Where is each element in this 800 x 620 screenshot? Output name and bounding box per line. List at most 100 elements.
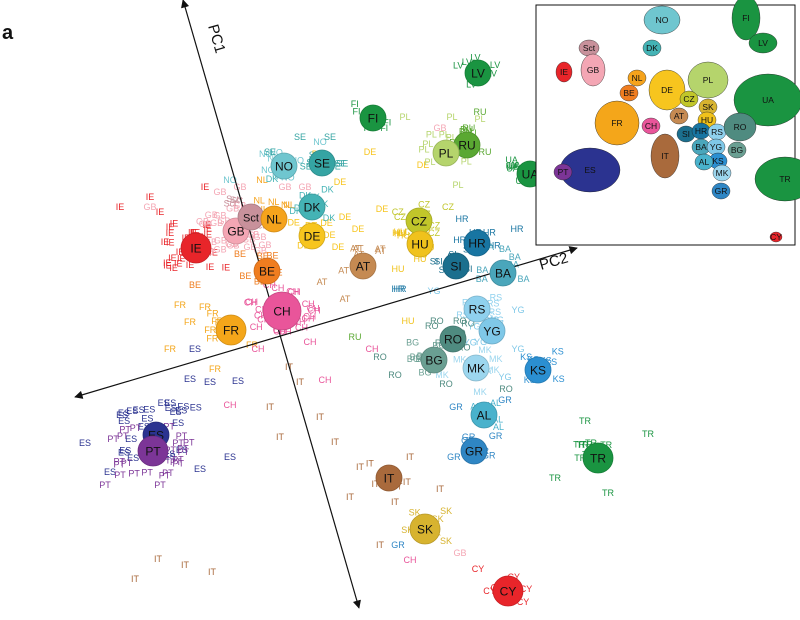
sample-label: TR [642,429,654,439]
sample-label: CZ [392,207,404,217]
centroid-label: PL [439,147,454,161]
sample-label: BA [517,274,529,284]
sample-label: PT [121,458,133,468]
sample-label: PT [113,457,125,467]
sample-label: UA [506,163,519,173]
sample-label: RU [460,125,473,135]
inset-country-label: TR [779,174,790,184]
sample-label: IE [116,202,125,212]
sample-label: DE [417,160,430,170]
inset-country-label: CH [645,121,657,131]
sample-label: AT [338,265,349,275]
sample-label: NL [256,175,268,185]
centroid-label: SI [450,260,461,274]
sample-label: IE [206,262,215,272]
sample-label: GR [447,452,461,462]
sample-label: IE [156,207,165,217]
inset-country-fi [731,0,761,41]
centroid-de: DE [298,222,326,250]
sample-label: ES [127,453,139,463]
inset-country-pl [687,61,729,99]
sample-label: CY [520,584,533,594]
sample-label: SK [440,506,452,516]
inset-country-label: PL [703,75,714,85]
sample-label: TR [602,488,614,498]
sample-label: IE [166,237,175,247]
sample-label: UA [505,155,518,165]
inset-country-label: GB [587,65,600,75]
sample-label: CH [366,344,379,354]
inset-country-label: DE [661,85,673,95]
centroid-label: RO [444,333,462,347]
inset-country-mk [712,164,732,182]
sample-label: GB [196,216,209,226]
sample-label: HR [488,240,501,250]
centroid-al: AL [470,401,498,429]
sample-label: PT [117,431,129,441]
centroid-label: AL [477,409,492,423]
sample-label: SK [409,507,421,517]
sample-label: SE [324,132,336,142]
centroid-label: YG [483,325,500,339]
sample-label: DK [323,213,336,223]
inset-country-label: Sct [583,43,596,53]
sample-label: PT [107,434,119,444]
inset-country-de [648,69,686,111]
sample-label: IE [170,219,179,229]
sample-label: PT [170,457,182,467]
sample-label: TR [549,473,561,483]
sample-label: HR [483,228,496,238]
sample-label: PT [172,454,184,464]
centroid-fr: FR [215,314,247,346]
centroid-be: BE [253,257,281,285]
centroid-pl: PL [432,139,460,167]
sample-label: SK [440,536,452,546]
sample-label: RO [453,316,467,326]
sample-label: RO [388,370,402,380]
centroid-label: IE [190,242,201,256]
sample-label: IT [436,484,445,494]
sample-label: CH [319,375,332,385]
inset-country-label: SI [682,129,690,139]
inset-country-label: FR [611,118,622,128]
centroid-label: TR [590,452,606,466]
sample-label: RU [462,123,475,133]
sample-label: TR [573,440,585,450]
centroid-label: BA [495,267,511,281]
sample-label: FR [209,364,221,374]
sample-label: ES [170,407,182,417]
sample-label: FI [351,99,359,109]
sample-label: AT [353,244,364,254]
sample-label: IT [208,567,217,577]
centroid-label: DK [304,201,321,215]
sample-label: IT [266,402,275,412]
sample-label: AL [493,422,504,432]
sample-label: HU [392,228,405,238]
inset-country-label: MK [716,168,729,178]
sample-label: PT [162,468,174,478]
centroid-label: DE [304,230,321,244]
sample-label: YG [511,305,524,315]
sample-label: PT [173,459,185,469]
sample-label: LV [490,60,500,70]
centroid-se: SE [308,149,336,177]
sample-label: BG [406,337,419,347]
inset-country-bg [727,141,747,159]
centroid-hu: HU [406,230,434,258]
sample-label: CZ [418,200,430,210]
sample-label: PT [141,468,153,478]
sample-label: IT [406,452,415,462]
centroid-label: LV [471,67,485,81]
centroid-label: SE [314,157,330,171]
sample-label: ES [118,408,130,418]
sample-label: HR [456,214,469,224]
centroid-nl: NL [260,205,288,233]
sample-label: ES [118,447,130,457]
inset-country-label: NO [656,15,669,25]
inset-country-fr [594,100,640,146]
sample-label: PT [159,471,171,481]
centroid-hr: HR [463,229,491,257]
sample-label: GB [453,548,466,558]
sample-label: BE [189,280,201,290]
